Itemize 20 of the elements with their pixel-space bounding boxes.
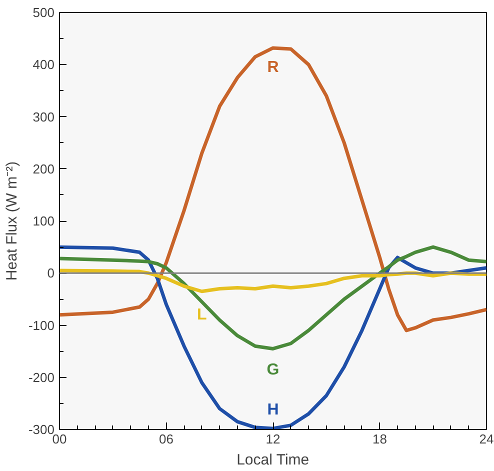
y-axis-title: Heat Flux (W m⁻²) — [3, 161, 20, 281]
x-axis-title: Local Time — [236, 452, 310, 468]
series-label: G — [266, 362, 280, 379]
line-series — [60, 245, 486, 350]
y-tick-label: 0 — [47, 266, 55, 281]
y-tick-label: 300 — [32, 109, 55, 124]
y-tick-label: 500 — [32, 5, 55, 20]
series-label: L — [196, 306, 207, 324]
x-tick-label: 12 — [266, 432, 280, 446]
x-tick-label: 24 — [479, 432, 494, 446]
y-tick-label: 200 — [32, 161, 55, 176]
line-series — [60, 46, 486, 332]
y-tick-label: 400 — [32, 57, 55, 72]
y-tick-label: -200 — [28, 370, 55, 385]
series-label: H — [267, 401, 279, 418]
y-tick-label: -100 — [28, 318, 55, 333]
x-tick-label: 06 — [159, 432, 174, 446]
series-label: R — [267, 58, 280, 76]
y-tick-label: 100 — [32, 214, 55, 228]
x-tick-label: 18 — [372, 432, 387, 446]
